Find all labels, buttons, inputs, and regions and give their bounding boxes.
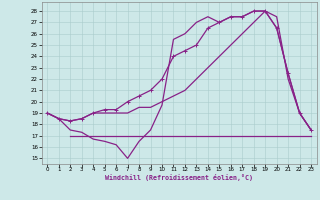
X-axis label: Windchill (Refroidissement éolien,°C): Windchill (Refroidissement éolien,°C) (105, 174, 253, 181)
